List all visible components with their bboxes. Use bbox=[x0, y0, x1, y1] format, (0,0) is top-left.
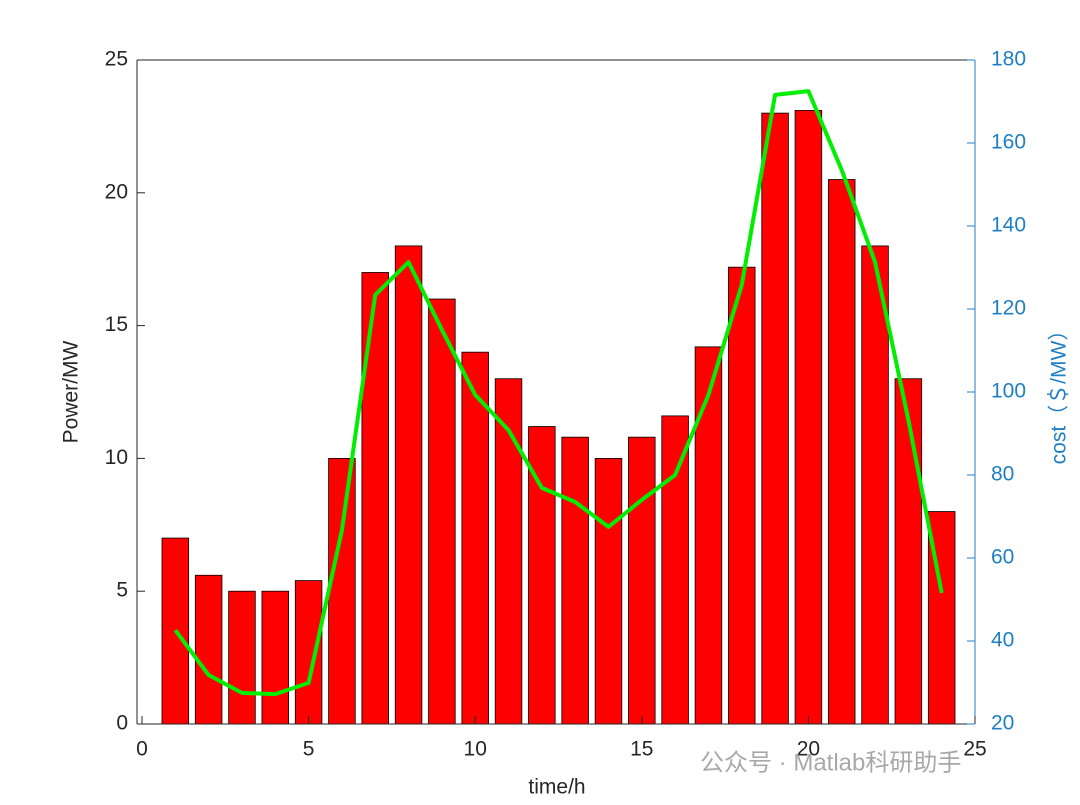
x-tick-label: 10 bbox=[464, 738, 487, 761]
bar bbox=[361, 272, 389, 725]
bar bbox=[761, 112, 789, 725]
y-tick-label: 5 bbox=[116, 579, 128, 602]
x-tick-label: 25 bbox=[963, 738, 986, 761]
y2-tick-label: 140 bbox=[991, 214, 1026, 237]
y-axis-label: Power/MW bbox=[60, 340, 83, 443]
x-axis-label: time/h bbox=[528, 776, 585, 799]
cost-line bbox=[173, 89, 944, 697]
y-tick-label: 10 bbox=[105, 446, 128, 469]
x-tick-label: 5 bbox=[303, 738, 315, 761]
x-tick-label: 15 bbox=[630, 738, 653, 761]
bar bbox=[561, 436, 589, 725]
y2-tick-label: 60 bbox=[991, 546, 1014, 569]
y-tick-label: 0 bbox=[116, 712, 128, 735]
y2-axis-label: cost（＄/MW） bbox=[1048, 320, 1071, 465]
y-tick-label: 20 bbox=[105, 180, 128, 203]
bar bbox=[628, 436, 656, 725]
y2-tick-label: 160 bbox=[991, 131, 1026, 154]
bar bbox=[394, 245, 423, 725]
bar bbox=[694, 346, 723, 725]
bar bbox=[461, 351, 489, 725]
bar bbox=[294, 580, 323, 725]
bar bbox=[494, 378, 523, 725]
bar bbox=[594, 457, 623, 725]
bar bbox=[661, 415, 689, 725]
x-tick-label: 0 bbox=[136, 738, 148, 761]
bar bbox=[328, 457, 356, 725]
bar bbox=[194, 574, 223, 725]
bar bbox=[428, 298, 456, 725]
y2-tick-label: 180 bbox=[991, 48, 1026, 71]
bar bbox=[228, 590, 256, 725]
x-tick-label: 20 bbox=[797, 738, 820, 761]
y2-tick-label: 100 bbox=[991, 380, 1026, 403]
bar bbox=[794, 110, 823, 725]
bar bbox=[827, 179, 856, 725]
bar bbox=[728, 266, 756, 725]
bar bbox=[261, 590, 290, 725]
y-tick-label: 25 bbox=[105, 48, 128, 71]
y2-tick-label: 120 bbox=[991, 297, 1026, 320]
y2-tick-label: 20 bbox=[991, 712, 1014, 735]
y2-tick-label: 40 bbox=[991, 629, 1014, 652]
watermark: 公众号 · Matlab科研助手 bbox=[700, 749, 961, 776]
y2-tick-label: 80 bbox=[991, 463, 1014, 486]
bar bbox=[861, 245, 889, 725]
y-tick-label: 15 bbox=[105, 313, 128, 336]
bar bbox=[894, 378, 923, 725]
